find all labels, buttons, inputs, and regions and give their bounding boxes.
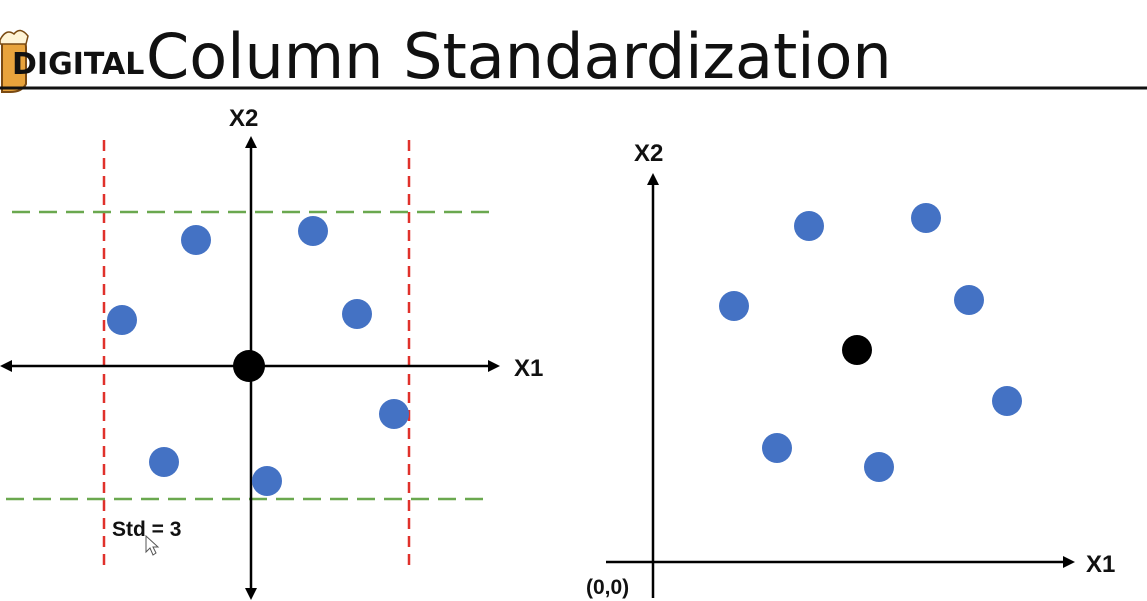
right-data-point <box>719 291 749 321</box>
left-plot: X1 X2 Std = 3 <box>0 105 543 600</box>
right-data-point <box>762 433 792 463</box>
right-data-point <box>911 203 941 233</box>
left-y-axis-arrow-up-icon <box>245 136 257 148</box>
std-note: Std = 3 <box>112 518 181 541</box>
right-mean-point <box>842 335 872 365</box>
logo: DIGITAL <box>0 29 144 93</box>
mouse-cursor-icon <box>145 534 160 556</box>
right-y-axis-label: X2 <box>634 140 663 167</box>
left-x-axis-arrow-right-icon <box>488 360 500 372</box>
left-mean-point <box>233 350 265 382</box>
right-x-axis-arrow-right-icon <box>1063 556 1075 568</box>
origin-label: (0,0) <box>586 576 629 599</box>
beer-foam-icon <box>0 29 29 45</box>
right-data-point <box>794 211 824 241</box>
left-data-point <box>149 447 179 477</box>
page-title: Column Standardization <box>146 20 892 93</box>
left-y-axis-arrow-down-icon <box>245 588 257 600</box>
left-y-axis-label: X2 <box>229 105 258 132</box>
right-data-point <box>864 452 894 482</box>
logo-text: DIGITAL <box>12 47 144 82</box>
right-plot: X1 X2 (0,0) <box>586 140 1115 599</box>
right-data-point <box>992 386 1022 416</box>
right-data-point <box>954 285 984 315</box>
left-data-point <box>181 225 211 255</box>
left-x-axis-label: X1 <box>514 355 543 382</box>
right-y-axis-arrow-up-icon <box>647 173 659 185</box>
left-data-point <box>252 466 282 496</box>
left-data-point <box>342 299 372 329</box>
left-x-axis-arrow-left-icon <box>0 360 12 372</box>
left-data-point <box>107 305 137 335</box>
right-x-axis-label: X1 <box>1086 551 1115 578</box>
left-data-point <box>298 216 328 246</box>
left-data-point <box>379 399 409 429</box>
